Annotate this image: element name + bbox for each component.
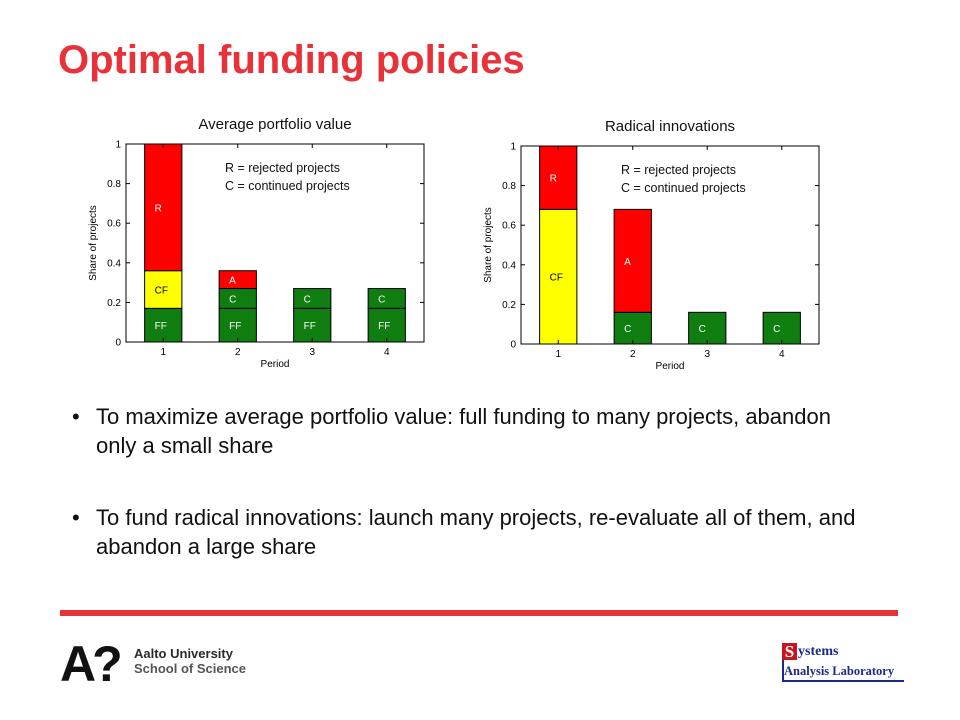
bar-segment-label: FF [378, 321, 390, 332]
bullet-list: • To maximize average portfolio value: f… [72, 402, 862, 561]
y-axis-label: Share of projects [483, 207, 494, 283]
chart-average-portfolio-value: Average portfolio value 0 0.2 0.4 0.6 0.8 1 Sha… [80, 108, 440, 378]
chart-annotation: R = rejected projects [621, 163, 736, 177]
bullet-text: To maximize average portfolio value: ful… [96, 404, 831, 458]
bar-segment-r [539, 145, 578, 210]
bullet-dot: • [72, 404, 80, 429]
bullet-item: • To fund radical innovations: launch ma… [72, 503, 862, 561]
y-tick-label: 0 [115, 338, 121, 349]
sal-logo-lab: Analysis Laboratory [784, 664, 895, 678]
footer-divider [60, 610, 898, 616]
y-tick-label: 0.6 [502, 221, 516, 232]
bar-segment-label: FF [155, 321, 167, 332]
bar-segment-label: C [378, 294, 385, 305]
bar-segment-c [218, 288, 257, 309]
bar-segment-c [293, 288, 332, 309]
bar-segment-label: C [773, 324, 780, 335]
aalto-school-name: School of Science [134, 661, 246, 676]
bar-segment-label: R [550, 174, 557, 185]
chart-title: Average portfolio value [198, 116, 351, 133]
bar-segment-label: A [229, 276, 236, 287]
bar-segment-c [688, 311, 727, 345]
chart-annotation: C = continued projects [621, 181, 746, 195]
sal-logo-word: ystems [798, 644, 839, 659]
bullet-dot: • [72, 505, 80, 530]
slide-title: Optimal funding policies [58, 38, 525, 82]
bar-segment-label: C [229, 294, 236, 305]
x-tick-label: 3 [309, 347, 315, 358]
y-tick-label: 0.4 [502, 260, 516, 271]
chart-title: Radical innovations [605, 118, 735, 135]
x-tick-label: 4 [384, 347, 390, 358]
bar-segment-r [144, 143, 183, 272]
aalto-logo-icon: A? [60, 640, 124, 684]
y-tick-label: 1 [510, 142, 516, 153]
sal-logo-initial: S [782, 643, 797, 660]
plot-frame [125, 143, 425, 343]
bar-segment-c [367, 288, 406, 309]
bar-segment-c [613, 311, 652, 345]
sal-logo: S ystems Analysis Laboratory [782, 643, 904, 685]
bar-segment-label: C [304, 294, 311, 305]
y-tick-label: 0.2 [502, 300, 516, 311]
chart-annotation: C = continued projects [225, 179, 350, 193]
x-tick-label: 2 [235, 347, 241, 358]
bar-segment-label: C [699, 324, 706, 335]
bar-segment-a [218, 270, 257, 290]
y-tick-label: 0.4 [107, 258, 121, 269]
bar-segment-label: R [155, 203, 162, 214]
y-tick-label: 0.8 [107, 179, 121, 190]
chart-annotation: R = rejected projects [225, 161, 340, 175]
aalto-wordmark: Aalto University School of Science [134, 646, 246, 676]
bar-segment-ff [293, 307, 332, 343]
x-axis-label: Period [261, 359, 290, 370]
y-tick-label: 0.2 [107, 298, 121, 309]
bar-segment-label: C [624, 324, 631, 335]
plot-frame [520, 145, 820, 345]
y-tick-label: 0 [510, 340, 516, 351]
bar-segment-label: FF [304, 321, 316, 332]
y-axis-label: Share of projects [88, 205, 99, 281]
chart-radical-innovations-svg: Radical innovations 0 0.2 0.4 0.6 0.8 1 Share o… [483, 118, 820, 372]
chart-average-portfolio-value-svg: Average portfolio value 0 0.2 0.4 0.6 0.8 1 Sha… [88, 116, 425, 370]
bar-segment-label: CF [155, 286, 168, 297]
aalto-logo-mark: A? [60, 640, 120, 684]
y-tick-label: 0.8 [502, 181, 516, 192]
bar-segment-label: A [624, 257, 631, 268]
x-tick-label: 1 [555, 349, 561, 360]
x-tick-label: 2 [630, 349, 636, 360]
x-tick-label: 4 [779, 349, 785, 360]
x-axis-label: Period [656, 361, 685, 372]
bar-segment-c [762, 311, 801, 345]
bar-segment-label: FF [229, 321, 241, 332]
bar-segment-ff [218, 307, 257, 343]
sal-logo-vertical-rule [782, 660, 784, 682]
x-tick-label: 3 [704, 349, 710, 360]
bar-segment-label: CF [550, 273, 563, 284]
aalto-university-name: Aalto University [134, 646, 233, 661]
y-tick-label: 1 [115, 140, 121, 151]
x-tick-label: 1 [160, 347, 166, 358]
bar-segment-a [613, 208, 652, 313]
sal-logo-underline [782, 680, 904, 682]
chart-radical-innovations: Radical innovations 0 0.2 0.4 0.6 0.8 1 Share o… [475, 110, 835, 380]
bullet-item: • To maximize average portfolio value: f… [72, 402, 862, 460]
y-tick-label: 0.6 [107, 219, 121, 230]
bullet-text: To fund radical innovations: launch many… [96, 505, 856, 559]
